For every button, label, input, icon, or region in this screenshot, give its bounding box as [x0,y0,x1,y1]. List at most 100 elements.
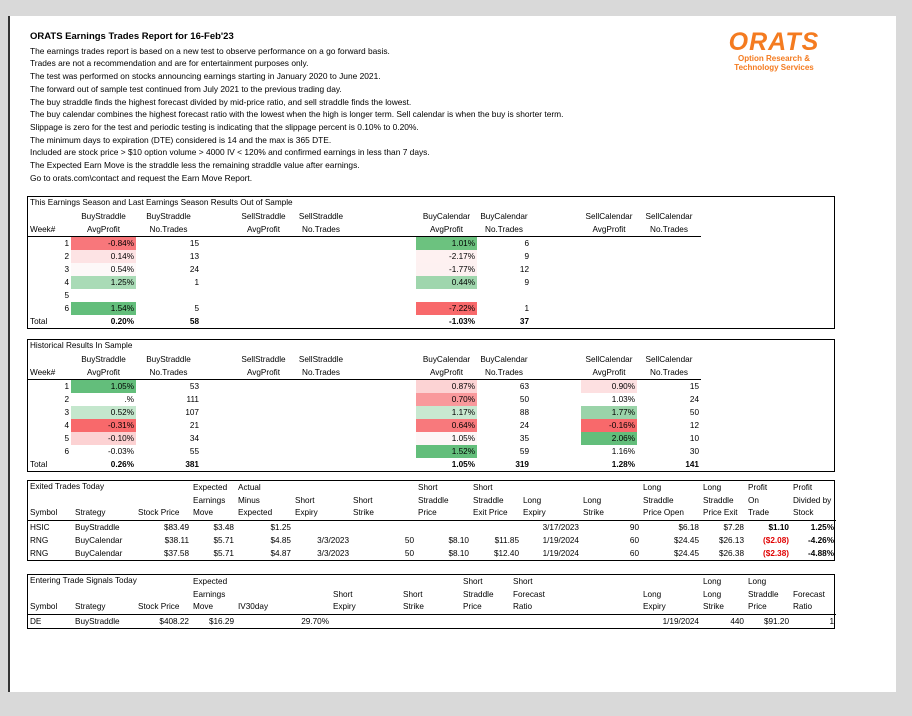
data-cell [637,276,701,289]
data-cell: BuyStraddle [73,614,136,628]
data-cell: HSIC [28,520,73,534]
cell-text: 440 [730,616,744,626]
data-cell [293,520,351,534]
data-cell [416,520,471,534]
data-cell [531,315,581,328]
cell-text: HSIC [30,522,50,532]
header-cell: Week# [28,223,71,237]
cell-text: -1.03% [449,317,475,326]
header-text: Long [523,495,542,505]
header-cell [201,366,236,380]
data-cell: 1 [28,380,71,394]
data-cell [236,458,291,471]
data-row: 4 1.25% 1 0.44% 9 [28,276,701,289]
header-text: Long [643,483,662,492]
data-cell: ($2.38) [746,547,791,560]
header-text: SellCalendar [585,355,633,364]
cell-text: 1.54% [110,304,134,313]
header-cell: SellStraddle [291,353,351,366]
cell-text: Total [30,317,48,326]
data-row: 6 -0.03% 55 1.52% 59 1.16% 30 [28,445,701,458]
data-cell [291,250,351,263]
data-cell: 9 [477,276,531,289]
data-cell [581,276,637,289]
data-cell: 1/19/2024 [641,614,701,628]
data-cell: 24 [477,419,531,432]
header-text: Strategy [75,508,106,517]
data-cell [351,263,416,276]
data-cell [291,289,351,302]
table-title: This Earnings Season and Last Earnings S… [30,198,293,207]
data-cell: $3.48 [191,520,236,534]
cell-text: 1.16% [611,447,635,456]
header-text: BuyCalendar [422,212,471,221]
data-cell: BuyStraddle [73,520,136,534]
header-text: Price [748,602,767,611]
cell-text: 0.64% [451,421,475,430]
cell-text: 63 [519,382,529,391]
data-cell [201,380,236,394]
header-text: AvgProfit [592,368,626,377]
cell-text: 2 [64,252,69,261]
header-text: No.Trades [149,368,188,377]
data-cell: $83.49 [136,520,191,534]
data-cell [351,250,416,263]
header-text: Straddle [473,495,504,505]
data-cell [477,289,531,302]
header-text: On [748,495,759,505]
cell-text: 60 [629,548,639,558]
data-cell: 1.28% [581,458,637,471]
header-cell: Profit Divided by Stock [791,481,836,521]
cell-text: 21 [189,421,199,430]
data-cell [581,263,637,276]
cell-text: 1/19/2024 [542,548,579,558]
data-cell: 1.16% [581,445,637,458]
cell-text: 319 [515,460,529,469]
data-cell [236,263,291,276]
header-cell [201,353,236,366]
cell-text: 50 [404,548,414,558]
header-text: Divided by [793,495,832,505]
cell-text: $26.13 [718,535,744,545]
data-cell: 0.20% [71,315,136,328]
cell-text: 50 [404,535,414,545]
data-cell [531,380,581,394]
header-cell: Actual Minus Expected [236,481,293,521]
header-cell [531,366,581,380]
data-row: 1 -0.84% 15 1.01% 6 [28,236,701,251]
data-cell [351,393,416,406]
data-cell: $1.25 [236,520,293,534]
data-cell: 0.54% [71,263,136,276]
cell-text: 1.17% [451,408,475,417]
data-cell: 12 [477,263,531,276]
header-cell [351,210,416,223]
cell-text: 55 [189,447,199,456]
data-cell: 50 [477,393,531,406]
data-cell: -7.22% [416,302,477,315]
data-cell: $5.71 [191,547,236,560]
header-cell: Long Straddle Price Open [641,481,701,521]
data-row: 2 0.14% 13 -2.17% 9 [28,250,701,263]
data-cell [351,458,416,471]
header-cell: Short Strike [351,481,416,521]
header-text: Short [473,483,493,492]
cell-text: ($2.38) [763,548,789,558]
data-cell: 3/3/2023 [293,547,351,560]
data-cell [291,237,351,251]
cell-text: 0.87% [451,382,475,391]
header-text: Earnings [193,495,226,505]
data-cell: $26.13 [701,534,746,547]
header-text: Move [193,602,214,611]
data-cell [581,250,637,263]
data-cell [637,250,701,263]
header-text: Exit Price [473,508,508,517]
cell-text: ($2.08) [763,535,789,545]
cell-text: 1 [64,239,69,248]
data-cell [201,289,236,302]
data-cell: 3/3/2023 [293,534,351,547]
cell-text: -2.17% [449,252,475,261]
cell-text: 1.03% [611,395,635,404]
header-cell: SellCalendar [637,353,701,366]
data-cell: .% [71,393,136,406]
header-cell: SellStraddle [236,210,291,223]
